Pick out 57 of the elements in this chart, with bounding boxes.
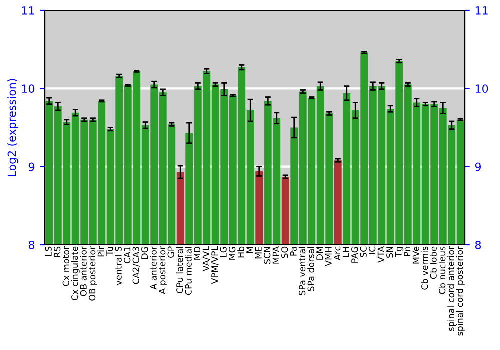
x-tick-label: Cb nucleus [438, 246, 446, 294]
y-tick-label: 10 [22, 84, 35, 94]
x-tick-label: Cx cingulate [71, 246, 80, 300]
x-tick-label: Hb [238, 246, 244, 258]
x-tick-label: VTA [378, 246, 384, 263]
x-tick-label: ventral S [115, 246, 122, 286]
y-tick-label: 8 [28, 240, 35, 250]
y-tick-label: 9 [28, 162, 34, 172]
x-tick-label: Tu [106, 247, 114, 256]
x-tick-label: GP [168, 246, 174, 258]
y2-tick-label: 9 [475, 162, 482, 172]
x-tick-label: Pir [98, 246, 104, 257]
x-tick-label: LH [342, 247, 350, 257]
x-tick-label: VMH [325, 247, 332, 266]
x-tick-label: PAG [352, 247, 358, 263]
y2-tick-label: 11 [476, 6, 488, 15]
x-tick-label: IC [369, 246, 376, 254]
x-tick-label: MG [229, 247, 236, 260]
y-axis-title: Log2 (expression) [8, 79, 18, 176]
x-tick-label: MD [194, 246, 201, 260]
x-tick-label: SCN [264, 247, 271, 264]
x-tick-label: CPu lateral [176, 247, 184, 294]
x-tick-label: OB anterior [80, 246, 87, 296]
x-tick-label: LG [220, 247, 227, 258]
x-tick-label: DG [142, 247, 148, 260]
x-tick-label: SC [360, 246, 367, 258]
x-tick-label: Cb vermis [421, 246, 428, 290]
y2-tick-label: 8 [475, 240, 482, 250]
x-tick-label: ME [255, 246, 262, 259]
x-tick-label: Tg [395, 247, 404, 258]
x-tick-label: SO [282, 246, 288, 258]
x-tick-label: MVe [412, 246, 420, 264]
y-tick-label: 11 [22, 6, 34, 15]
x-tick-label: Pn [404, 247, 411, 256]
x-tick-label: LS [45, 246, 52, 256]
x-tick-label: OB posterior [88, 246, 98, 301]
x-tick-label: CPu medial [185, 247, 192, 296]
x-tick-label: VA/VL [202, 246, 210, 272]
x-tick-label: Cb lobe [430, 246, 437, 280]
x-tick-label: VPM/VPL [212, 246, 219, 284]
x-tick-label: RS [54, 246, 61, 258]
x-tick-label: SPa ventral [298, 247, 306, 296]
x-tick-label: CA2/CA3 [132, 247, 140, 284]
x-tick-label: CA1 [124, 247, 131, 264]
x-tick-label: Pa [290, 247, 297, 256]
x-tick-label: Cx motor [62, 246, 70, 286]
x-tick-label: Arc [334, 246, 341, 261]
x-tick-label: SPa dorsal [308, 247, 314, 292]
x-tick-label: MPA [272, 246, 280, 264]
x-tick-label: M [246, 247, 254, 254]
x-tick-label: DM [316, 247, 324, 260]
x-tick-label: spinal cord posterior [456, 246, 465, 336]
x-tick-label: spinal cord anterior [448, 246, 456, 332]
x-tick-label: A posterior [158, 246, 168, 294]
y2-tick-label: 10 [476, 84, 488, 94]
x-tick-label: A anterior [150, 246, 157, 290]
x-tick-label: SN [386, 247, 394, 258]
